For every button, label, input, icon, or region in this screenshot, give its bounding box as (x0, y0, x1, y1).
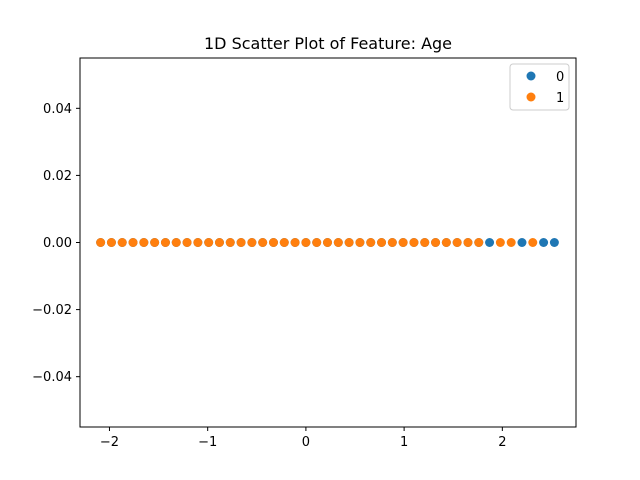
series-1-point (150, 238, 160, 247)
y-tick-label: 0.00 (43, 236, 72, 251)
x-axis: −2 −1 0 1 2 (100, 427, 506, 450)
x-tick-label: 2 (498, 435, 506, 450)
legend-label-0: 0 (556, 70, 564, 85)
series-1-point (528, 238, 538, 247)
series-1-point (301, 238, 311, 247)
series-1-point (506, 238, 516, 247)
series-1-point (268, 238, 278, 247)
series-1-point (139, 238, 149, 247)
x-tick-label: 0 (302, 435, 310, 450)
series-1-point (463, 238, 473, 247)
series-1-point (96, 238, 106, 247)
series-1-point (160, 238, 170, 247)
series-0-point (539, 238, 549, 247)
y-axis: 0.04 0.02 0.00 −0.02 −0.04 (32, 102, 80, 385)
series-1-point (171, 238, 181, 247)
series-1-point (366, 238, 376, 247)
legend: 0 1 (509, 63, 570, 111)
series-1-point (431, 238, 441, 247)
series-1-point (420, 238, 430, 247)
series-1-point (290, 238, 300, 247)
series-1-point (387, 238, 397, 247)
series-1-point (312, 238, 322, 247)
series-1-point (236, 238, 246, 247)
series-1-point (377, 238, 387, 247)
series-1-point (106, 238, 116, 247)
series-1-point (193, 238, 203, 247)
series-1-point (409, 238, 419, 247)
legend-marker-1 (526, 92, 536, 102)
series-1-point (279, 238, 289, 247)
series-0-point (517, 238, 527, 247)
series-0-point (549, 238, 559, 247)
series-1-point (398, 238, 408, 247)
y-tick-label: −0.02 (32, 303, 72, 318)
series-1-point (258, 238, 268, 247)
x-tick-label: −1 (198, 435, 217, 450)
series-1-point (441, 238, 451, 247)
series-1-point (214, 238, 224, 247)
x-tick-label: 1 (400, 435, 408, 450)
series-1-point (355, 238, 365, 247)
series-1-point (452, 238, 462, 247)
series-0-point (485, 238, 495, 247)
y-tick-label: 0.02 (43, 169, 72, 184)
series-1-point (225, 238, 235, 247)
chart-title: 1D Scatter Plot of Feature: Age (204, 34, 452, 53)
series-1-point (323, 238, 333, 247)
y-tick-label: 0.04 (43, 102, 72, 117)
series-1-point (128, 238, 138, 247)
series-1-point (333, 238, 343, 247)
x-tick-label: −2 (100, 435, 119, 450)
data-points (96, 238, 559, 247)
y-tick-label: −0.04 (32, 370, 72, 385)
series-1-point (474, 238, 484, 247)
series-1-point (495, 238, 505, 247)
series-1-point (204, 238, 214, 247)
legend-marker-0 (526, 71, 536, 81)
legend-label-1: 1 (556, 91, 564, 106)
series-1-point (117, 238, 127, 247)
series-1-point (182, 238, 192, 247)
series-1-point (344, 238, 354, 247)
series-1-point (247, 238, 257, 247)
legend-box (509, 63, 570, 111)
